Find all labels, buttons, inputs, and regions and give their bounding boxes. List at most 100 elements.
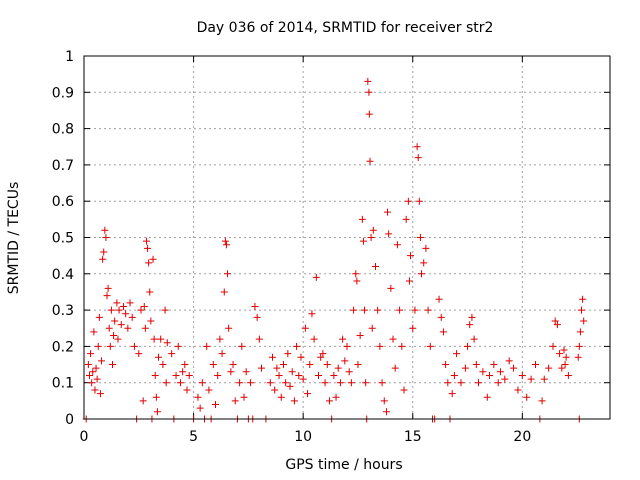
data-point xyxy=(321,379,329,387)
data-point xyxy=(426,342,434,350)
data-point xyxy=(142,237,150,245)
data-point xyxy=(162,379,170,387)
data-point xyxy=(527,375,535,383)
data-point xyxy=(332,393,340,401)
data-point xyxy=(352,270,360,278)
data-point xyxy=(279,361,287,369)
data-point xyxy=(376,342,384,350)
data-point xyxy=(212,400,219,408)
data-point xyxy=(258,364,266,372)
data-point xyxy=(268,353,276,361)
data-point xyxy=(126,299,134,307)
data-point xyxy=(95,313,103,321)
data-point xyxy=(297,353,305,361)
data-point xyxy=(448,390,456,398)
data-point xyxy=(325,397,333,405)
data-point xyxy=(413,143,421,151)
data-point xyxy=(103,292,111,300)
data-point xyxy=(293,342,301,350)
data-point xyxy=(409,324,417,332)
data-point xyxy=(92,364,100,372)
data-point xyxy=(574,353,582,361)
data-point xyxy=(111,317,119,325)
data-point xyxy=(135,350,143,358)
data-point xyxy=(575,342,583,350)
data-point xyxy=(98,357,106,365)
data-point xyxy=(505,357,513,365)
data-point xyxy=(531,361,539,369)
data-point xyxy=(87,350,95,358)
data-point xyxy=(146,288,154,296)
data-point xyxy=(310,335,318,343)
data-point xyxy=(255,335,263,343)
data-point xyxy=(523,393,531,401)
data-point xyxy=(273,364,281,372)
data-point xyxy=(420,259,428,267)
data-point xyxy=(161,306,169,314)
data-point xyxy=(222,241,230,249)
data-point xyxy=(231,397,239,405)
data-point xyxy=(579,295,587,303)
data-point xyxy=(317,353,325,361)
data-point xyxy=(149,255,157,263)
data-point xyxy=(185,371,193,379)
data-point xyxy=(405,277,413,285)
data-point xyxy=(580,317,588,325)
y-tick-label: 1 xyxy=(65,49,74,65)
data-point xyxy=(418,270,426,278)
x-tick-label: 20 xyxy=(513,429,531,445)
data-point xyxy=(479,368,487,376)
data-point xyxy=(358,215,366,223)
data-point xyxy=(224,270,232,278)
data-point xyxy=(439,328,447,336)
data-point xyxy=(369,226,377,234)
data-point xyxy=(398,342,406,350)
data-point xyxy=(336,379,344,387)
data-point xyxy=(576,328,584,336)
y-tick-label: 0.8 xyxy=(52,122,74,138)
data-point xyxy=(382,408,390,416)
data-point xyxy=(545,364,553,372)
data-point xyxy=(361,306,369,314)
data-point xyxy=(561,361,569,369)
data-point xyxy=(100,248,108,256)
data-point xyxy=(288,368,296,376)
data-point xyxy=(343,342,351,350)
data-point xyxy=(113,299,121,307)
data-point xyxy=(91,386,99,394)
data-point xyxy=(203,342,211,350)
data-point xyxy=(556,350,564,358)
data-point xyxy=(371,263,379,271)
data-point xyxy=(227,368,235,376)
data-point xyxy=(407,252,415,260)
data-point xyxy=(221,237,229,245)
data-point xyxy=(396,306,404,314)
data-point xyxy=(271,386,279,394)
x-tick-label: 0 xyxy=(80,429,89,445)
x-tick-label: 15 xyxy=(404,429,422,445)
data-point xyxy=(304,390,312,398)
data-point xyxy=(137,306,145,314)
data-point xyxy=(174,342,182,350)
data-point xyxy=(130,342,138,350)
data-point xyxy=(365,110,373,118)
data-point xyxy=(295,371,303,379)
data-point xyxy=(214,371,222,379)
data-point xyxy=(247,379,255,387)
data-point xyxy=(114,335,122,343)
data-point xyxy=(380,397,388,405)
y-tick-label: 0.1 xyxy=(52,376,74,392)
x-tick-label: 5 xyxy=(189,429,198,445)
data-point xyxy=(145,259,153,267)
y-tick-label: 0.7 xyxy=(52,158,74,174)
data-point xyxy=(389,335,397,343)
data-point xyxy=(501,375,509,383)
data-point xyxy=(391,364,399,372)
data-point xyxy=(198,379,206,387)
data-point xyxy=(89,368,97,376)
data-point xyxy=(240,393,248,401)
data-point xyxy=(494,379,502,387)
data-point xyxy=(393,241,401,249)
data-point xyxy=(144,244,152,252)
